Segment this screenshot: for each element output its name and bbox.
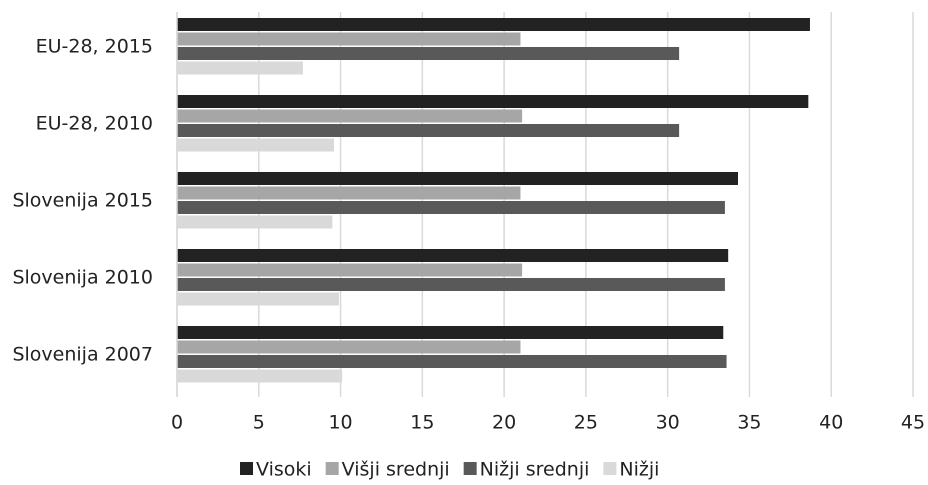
x-tick-label: 25: [574, 412, 598, 434]
legend-label: Višji srednji: [342, 459, 450, 481]
legend-swatch: [603, 462, 617, 475]
bar: [177, 124, 680, 137]
bar: [177, 340, 521, 354]
x-tick-label: 0: [171, 412, 183, 434]
bar: [177, 138, 335, 152]
y-tick-label: EU-28, 2010: [36, 113, 153, 135]
bar: [177, 47, 680, 60]
x-tick-label: 40: [819, 412, 843, 434]
bar: [177, 278, 725, 291]
legend-swatch: [325, 462, 339, 475]
x-tick-label: 15: [410, 412, 434, 434]
bar: [177, 263, 523, 277]
y-tick-label: Slovenija 2010: [12, 267, 153, 289]
bar: [177, 326, 724, 339]
bar: [177, 249, 729, 262]
legend-label: Nižji srednji: [480, 459, 590, 481]
bar: [177, 292, 339, 306]
bar: [177, 201, 725, 214]
legend-label: Visoki: [256, 459, 312, 481]
x-tick-label: 35: [737, 412, 761, 434]
legend-label: Nižji: [619, 459, 659, 481]
x-tick-label: 45: [901, 412, 925, 434]
bar: [177, 109, 523, 123]
bar: [177, 95, 809, 108]
legend-swatch: [240, 462, 253, 475]
y-tick-label: Slovenija 2007: [12, 344, 153, 366]
x-tick-label: 20: [492, 412, 516, 434]
bar: [177, 355, 727, 368]
y-tick-label: Slovenija 2015: [12, 190, 153, 212]
y-tick-label: EU-28, 2015: [36, 36, 153, 58]
x-tick-label: 30: [656, 412, 680, 434]
bar: [177, 18, 810, 31]
bar: [177, 215, 333, 229]
legend-swatch: [463, 462, 477, 475]
bar: [177, 61, 303, 75]
bar: [177, 172, 738, 185]
bar: [177, 186, 521, 200]
bar: [177, 32, 521, 46]
x-tick-label: 10: [328, 412, 352, 434]
x-tick-label: 5: [253, 412, 265, 434]
bar: [177, 369, 343, 383]
